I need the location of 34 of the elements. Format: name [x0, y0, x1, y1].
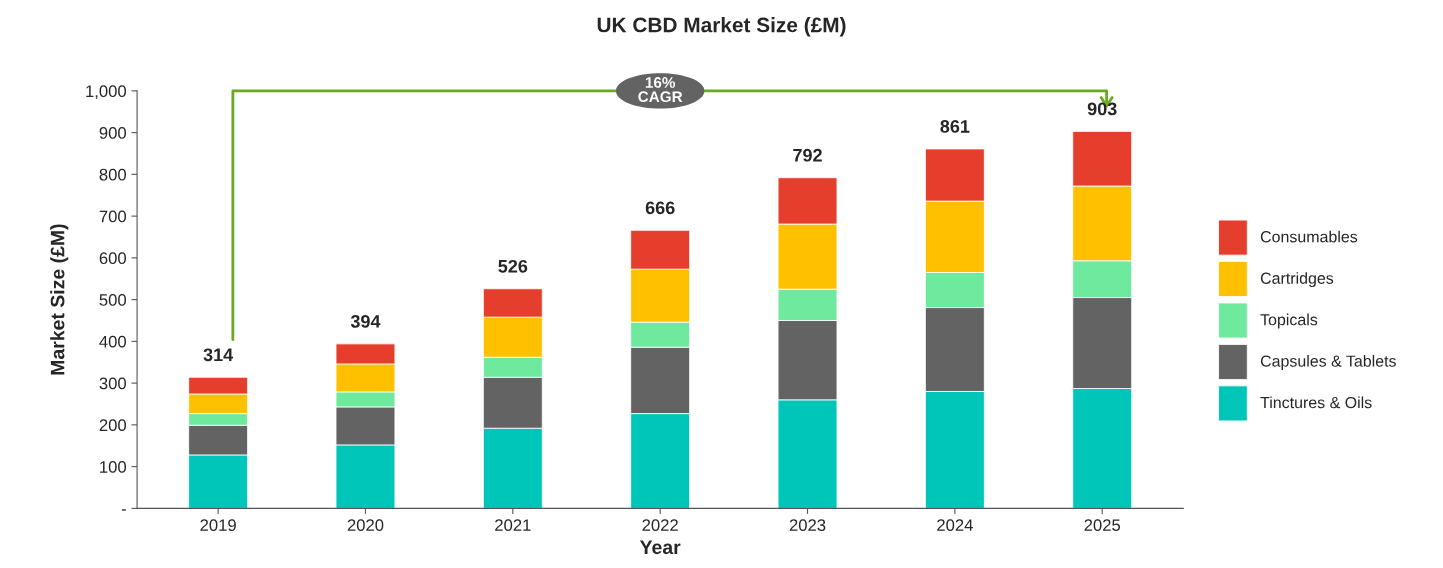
- x-tick-label: 2022: [642, 519, 678, 532]
- y-tick-label: 700: [99, 210, 127, 223]
- y-tick-label: 100: [100, 461, 127, 473]
- y-tick-label: 300: [99, 377, 127, 390]
- y-tick-label: 400: [99, 335, 127, 348]
- x-tick-label: 2023: [789, 519, 826, 532]
- annotation: 16% CAGR: [638, 77, 683, 103]
- total-label: 666: [645, 201, 675, 215]
- total-label: 526: [498, 259, 528, 273]
- x-axis-title: Year: [639, 540, 681, 555]
- x-tick-label: 2021: [495, 519, 531, 532]
- x-tick-label: 2020: [347, 519, 384, 532]
- x-tick-label: 2025: [1084, 519, 1121, 532]
- x-tick-label: 2019: [200, 519, 236, 532]
- y-tick-label: 1,000: [86, 85, 127, 100]
- total-label: 314: [203, 348, 234, 362]
- y-tick-label: 900: [99, 127, 127, 139]
- total-label: 792: [793, 148, 822, 162]
- total-label: 861: [940, 120, 970, 133]
- y-tick-label: -: [121, 509, 126, 511]
- x-tick-label: 2024: [937, 519, 973, 532]
- legend-label: Topicals: [1260, 313, 1318, 329]
- y-axis-title: Market Size (£M): [50, 224, 69, 375]
- chart-title: UK CBD Market Size (£M): [597, 17, 846, 37]
- y-tick-label: 600: [99, 252, 127, 265]
- y-tick-label: 500: [99, 294, 127, 306]
- y-tick-label: 800: [99, 168, 127, 181]
- y-tick-label: 200: [99, 419, 127, 432]
- legend-label: Capsules & Tablets: [1260, 355, 1396, 370]
- total-label: 394: [350, 314, 381, 328]
- legend-label: Consumables: [1260, 230, 1358, 243]
- legend-label: Cartridges: [1260, 272, 1334, 288]
- legend-label: Tinctures & Oils: [1260, 396, 1372, 409]
- total-label: 903: [1087, 102, 1117, 116]
